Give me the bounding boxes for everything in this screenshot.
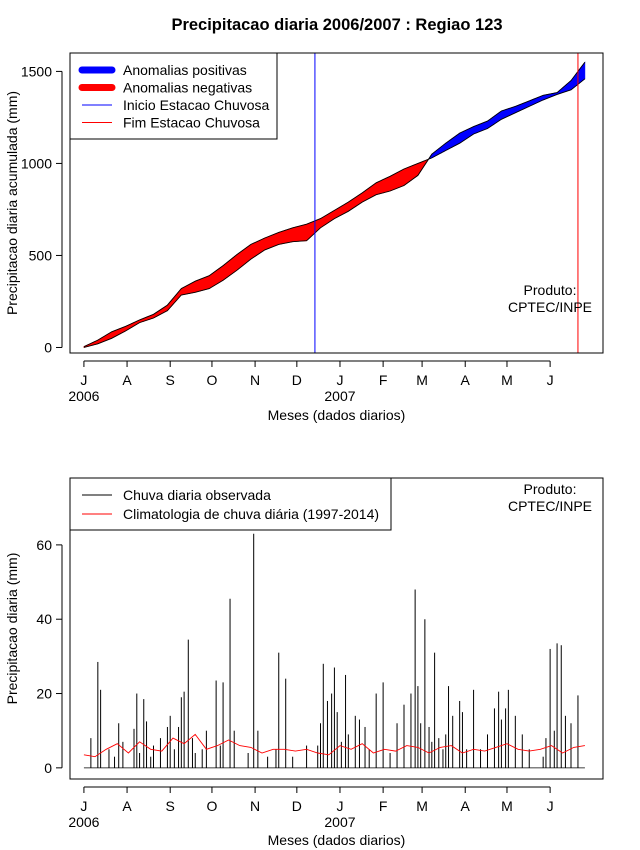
observed-accumulated-line — [83, 61, 586, 348]
bottom-x-tick-label: N — [250, 798, 260, 814]
top-x-tick-label: F — [379, 372, 388, 388]
legend-label: Inicio Estacao Chuvosa — [123, 97, 270, 113]
legend-label: Chuva diaria observada — [123, 487, 271, 503]
bottom-x-tick-label: A — [461, 798, 471, 814]
top-plot-frame — [69, 52, 604, 354]
bottom-x-tick-label: M — [416, 798, 428, 814]
top-y-tick-label: 0 — [44, 339, 52, 355]
bottom-x-tick-label: O — [207, 798, 218, 814]
bottom-x-axis-title: Meses (dados diarios) — [268, 832, 406, 848]
top-y-tick-label: 1000 — [21, 155, 52, 171]
top-x-tick-label: N — [250, 372, 260, 388]
bottom-y-tick-label: 40 — [36, 611, 52, 627]
bottom-x-tick-label: J — [547, 798, 554, 814]
product-note: CPTEC/INPE — [508, 299, 592, 315]
bottom-x-tick-label: J — [80, 798, 87, 814]
climatology-accumulated-line — [83, 78, 586, 348]
chart-title: Precipitacao diaria 2006/2007 : Regiao 1… — [171, 16, 503, 34]
daily-chart — [83, 533, 585, 769]
top-year-label: 2007 — [324, 388, 355, 404]
bottom-x-tick-label: D — [292, 798, 302, 814]
top-x-tick-label: J — [80, 372, 87, 388]
bottom-x-tick-label: M — [501, 798, 513, 814]
top-x-tick-label: D — [292, 372, 302, 388]
bottom-y-tick-label: 20 — [36, 686, 52, 702]
legend-label: Anomalias positivas — [123, 62, 247, 78]
legend-label: Fim Estacao Chuvosa — [123, 115, 260, 131]
bottom-x-tick-label: J — [336, 798, 343, 814]
bottom-y-tick-label: 60 — [36, 537, 52, 553]
bottom-legend-box — [69, 477, 392, 531]
legend-label: Anomalias negativas — [123, 80, 252, 96]
legend-label: Climatologia de chuva diária (1997-2014) — [123, 506, 379, 522]
product-note: CPTEC/INPE — [508, 498, 592, 514]
top-legend: Anomalias positivas Anomalias negativasIn… — [69, 52, 278, 140]
bottom-year-label: 2006 — [68, 814, 99, 830]
product-note: Produto: — [524, 282, 577, 298]
top-x-tick-label: O — [207, 372, 218, 388]
top-x-tick-label: J — [336, 372, 343, 388]
top-y-tick-label: 1500 — [21, 63, 52, 79]
top-x-axis-title: Meses (dados diarios) — [268, 407, 406, 423]
top-x-tick-label: A — [122, 372, 132, 388]
top-x-tick-label: M — [416, 372, 428, 388]
top-y-axis-title: Precipitacao diaria acumulada (mm) — [4, 91, 20, 315]
bottom-y-tick-label: 0 — [44, 760, 52, 776]
bottom-x-tick-label: A — [122, 798, 132, 814]
bottom-legend: Chuva diaria observada Climatologia de ch… — [69, 477, 392, 531]
bottom-x-tick-label: F — [379, 798, 388, 814]
bottom-year-label: 2007 — [324, 814, 355, 830]
top-y-tick-label: 500 — [29, 247, 53, 263]
climatology-line — [83, 733, 585, 758]
bottom-x-tick-label: S — [166, 798, 175, 814]
positive-anomaly-segment — [583, 61, 586, 81]
accumulated-chart — [83, 53, 586, 353]
top-x-tick-label: J — [547, 372, 554, 388]
top-x-tick-label: A — [461, 372, 471, 388]
bottom-y-axis-title: Precipitacao diaria (mm) — [4, 553, 20, 705]
top-x-tick-label: M — [501, 372, 513, 388]
top-year-label: 2006 — [68, 388, 99, 404]
top-x-tick-label: S — [166, 372, 175, 388]
product-note: Produto: — [524, 481, 577, 497]
